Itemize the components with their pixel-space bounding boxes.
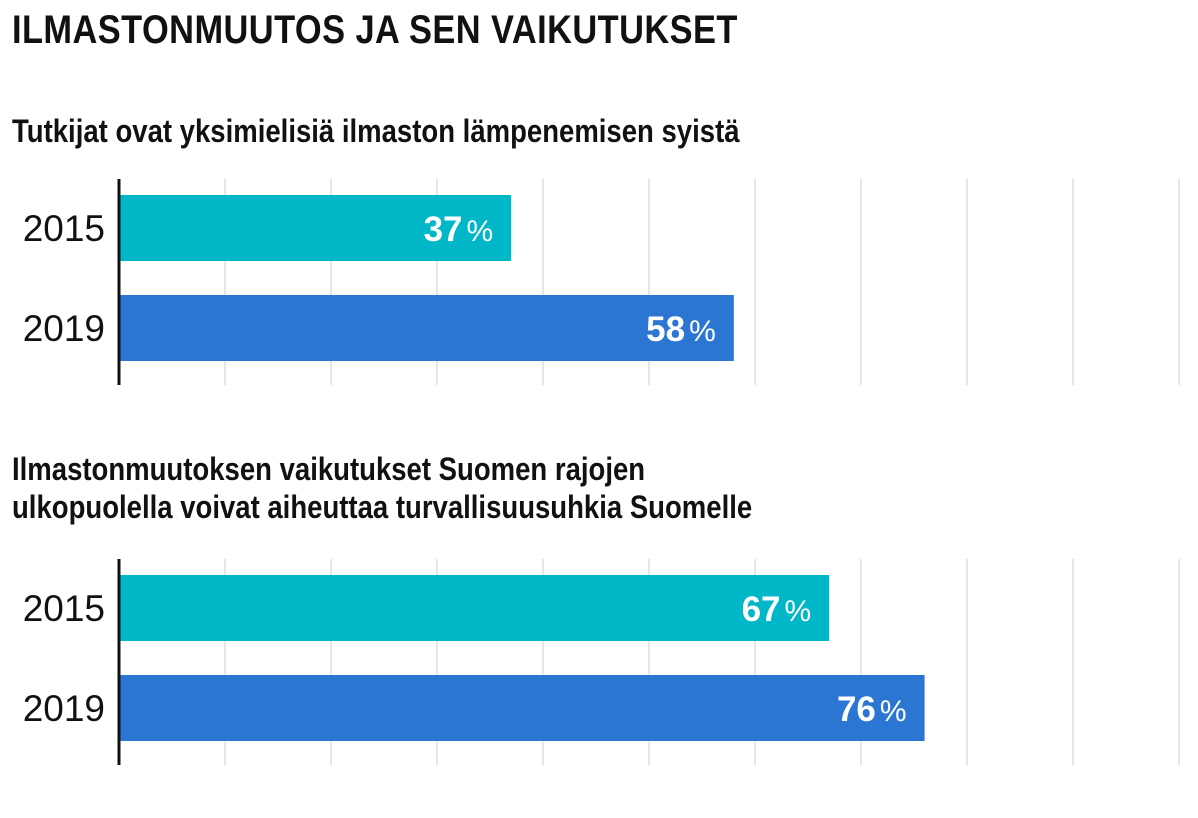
chart-2-title: Ilmastonmuutoksen vaikutukset Suomen raj… bbox=[12, 450, 752, 526]
bar-2019 bbox=[119, 675, 925, 741]
chart-1-title: Tutkijat ovat yksimielisiä ilmaston lämp… bbox=[12, 113, 740, 149]
bar-2015 bbox=[119, 575, 830, 641]
category-label: 2019 bbox=[23, 688, 105, 729]
data-label: 67% bbox=[742, 590, 812, 629]
data-label-unit: % bbox=[467, 215, 494, 248]
chart-2: 2015 67 % 2019 76% bbox=[23, 559, 1180, 765]
data-label-unit: % bbox=[880, 695, 907, 728]
page-title: ILMASTONMUUTOS JA SEN VAIKUTUKSET bbox=[12, 8, 738, 52]
data-label-value: 76 bbox=[837, 690, 876, 729]
data-label-unit: % bbox=[785, 595, 812, 628]
category-label: 2015 bbox=[23, 588, 105, 629]
data-label-value: 58 bbox=[646, 310, 685, 349]
chart-2-title-line-2: ulkopuolella voivat aiheuttaa turvallisu… bbox=[12, 489, 753, 525]
bar-2015 bbox=[119, 195, 512, 261]
data-label: 58% bbox=[646, 310, 716, 349]
bar-2019 bbox=[119, 295, 734, 361]
data-label-value: 67 bbox=[742, 590, 781, 629]
data-label-value: 37 bbox=[424, 210, 463, 249]
data-label-unit: % bbox=[689, 315, 716, 348]
data-label: 76% bbox=[837, 690, 907, 729]
chart-2-title-line-1: Ilmastonmuutoksen vaikutukset Suomen raj… bbox=[12, 451, 646, 487]
chart-1: 2015 37 % 2019 58% bbox=[23, 179, 1180, 385]
category-label: 2019 bbox=[23, 308, 105, 349]
data-label: 37% bbox=[424, 210, 494, 249]
category-label: 2015 bbox=[23, 208, 105, 249]
